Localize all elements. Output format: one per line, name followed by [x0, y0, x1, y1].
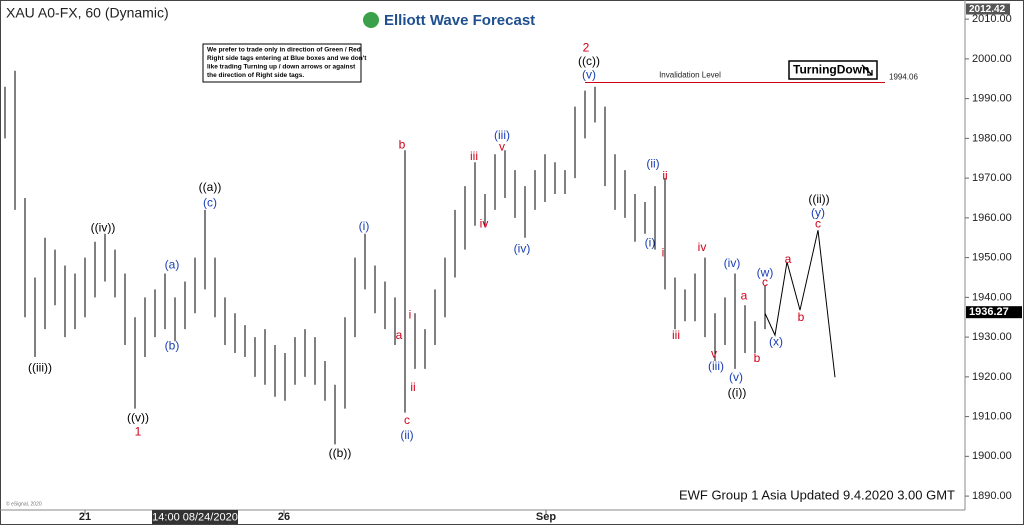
- wave-label: b: [798, 310, 805, 324]
- wave-label: ((ii)): [808, 192, 829, 206]
- invalidation-value: 1994.06: [889, 73, 918, 82]
- y-tick-label: 2010.00: [972, 13, 1012, 25]
- wave-label: ((b)): [329, 446, 352, 460]
- wave-label: (y): [811, 205, 825, 219]
- wave-label: (i): [359, 219, 370, 233]
- y-tick-label: 1970.00: [972, 172, 1012, 184]
- wave-label: ((a)): [199, 180, 222, 194]
- note-box: [202, 43, 362, 83]
- high-marker-box: [966, 3, 1010, 15]
- wave-label: c: [762, 275, 768, 289]
- wave-label: ii: [662, 168, 667, 182]
- y-tick-label: 1960.00: [972, 212, 1012, 224]
- wave-label: iii: [470, 149, 478, 163]
- wave-label: (iv): [724, 256, 741, 270]
- wave-label: ((i)): [728, 385, 747, 399]
- signal-box: [788, 60, 878, 80]
- wave-label: 1: [135, 424, 142, 438]
- wave-label: (ii): [400, 428, 413, 442]
- y-tick-label: 1980.00: [972, 132, 1012, 144]
- wave-label: v: [711, 346, 717, 360]
- wave-label: a: [785, 252, 792, 266]
- signal: TurningDown: [793, 63, 869, 77]
- wave-label: (v): [729, 370, 743, 384]
- wave-label: i: [662, 245, 665, 259]
- x-tick-label: 21: [79, 511, 91, 523]
- wave-label: (a): [165, 257, 180, 271]
- y-tick-label: 1930.00: [972, 331, 1012, 343]
- wave-label: (ii): [646, 156, 659, 170]
- wave-label: (iii): [494, 128, 510, 142]
- brand: Elliott Wave Forecast: [384, 12, 535, 29]
- y-tick-label: 1890.00: [972, 490, 1012, 502]
- crosshair-box: [152, 510, 238, 524]
- wave-label: c: [815, 216, 821, 230]
- y-tick-label: 2000.00: [972, 53, 1012, 65]
- wave-label: (x): [769, 334, 783, 348]
- crosshair-label: 14:00 08/24/2020: [152, 511, 238, 523]
- y-tick-label: 1990.00: [972, 93, 1012, 105]
- wave-label: ((iii)): [28, 360, 52, 374]
- note: We prefer to trade only in direction of …: [207, 47, 367, 80]
- wave-label: ((c)): [578, 54, 600, 68]
- y-tick-label: 1950.00: [972, 252, 1012, 264]
- y-tick-label: 1920.00: [972, 371, 1012, 383]
- wave-label: (w): [757, 265, 774, 279]
- wave-label: (v): [582, 67, 596, 81]
- y-tick-label: 1940.00: [972, 291, 1012, 303]
- wave-label: (iii): [708, 359, 724, 373]
- wave-label: iv: [698, 240, 707, 254]
- wave-label: ii: [410, 380, 415, 394]
- wave-label: c: [404, 413, 410, 427]
- y-tick-label: 1900.00: [972, 450, 1012, 462]
- note-line: We prefer to trade only in direction of …: [207, 47, 361, 54]
- x-tick-label: Sep: [536, 511, 556, 523]
- wave-label: b: [399, 137, 406, 151]
- chart-title: XAU A0-FX, 60 (Dynamic): [6, 5, 169, 21]
- wave-label: ((v)): [127, 410, 149, 424]
- wave-label: a: [741, 288, 748, 302]
- wave-label: (iv): [514, 241, 531, 255]
- last-price: 1936.27: [969, 306, 1009, 318]
- wave-label: v: [499, 139, 505, 153]
- copyright: © eSignal, 2020: [6, 500, 42, 507]
- wave-label: (b): [165, 338, 180, 352]
- wave-label: 2: [583, 40, 590, 54]
- last-price-box: [966, 306, 1022, 319]
- wave-label: a: [396, 328, 403, 342]
- projection-line: [764, 230, 836, 378]
- wave-label: iii: [672, 328, 680, 342]
- x-tick-label: 26: [278, 511, 290, 523]
- high-marker: 2012.42: [969, 4, 1006, 15]
- wave-label: (i): [645, 235, 656, 249]
- wave-label: ((iv)): [91, 220, 116, 234]
- logo-icon: [363, 12, 379, 28]
- note-line: Right side tags entering at Blue boxes a…: [207, 55, 367, 62]
- note-line: like trading Turning up / down arrows or…: [207, 64, 356, 71]
- wave-label: i: [409, 307, 412, 321]
- signal-arrow: [861, 64, 873, 76]
- wave-label: (c): [203, 195, 217, 209]
- wave-label: iv: [480, 216, 489, 230]
- note-line: the direction of Right side tags.: [207, 72, 304, 79]
- wave-label: b: [754, 351, 761, 365]
- y-tick-label: 1910.00: [972, 411, 1012, 423]
- invalidation-label: Invalidation Level: [659, 71, 721, 80]
- footer: EWF Group 1 Asia Updated 9.4.2020 3.00 G…: [679, 487, 955, 502]
